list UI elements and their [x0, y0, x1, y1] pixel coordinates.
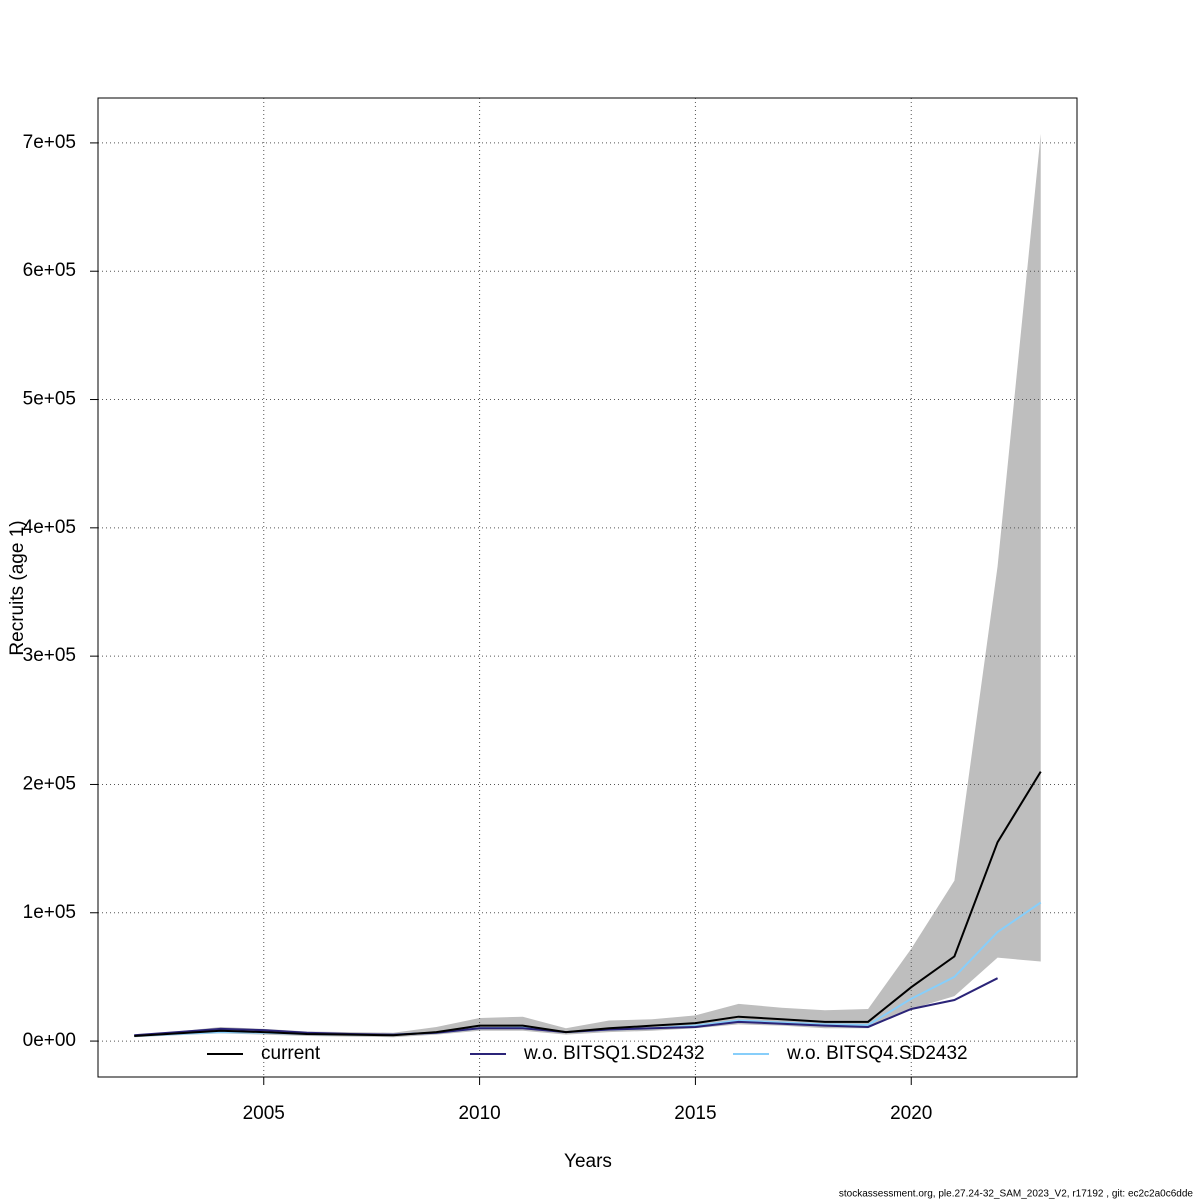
- y-tick-label: 6e+05: [23, 260, 76, 281]
- legend-label: w.o. BITSQ1.SD2432: [523, 1043, 705, 1064]
- y-tick-label: 5e+05: [23, 389, 76, 410]
- footer: stockassessment.org, ple.27.24-32_SAM_20…: [839, 1189, 1194, 1200]
- y-axis-label: Recruits (age 1): [7, 520, 28, 655]
- confidence-band: [134, 133, 1041, 1038]
- y-tick-label: 0e+00: [23, 1030, 76, 1051]
- x-tick-label: 2015: [674, 1103, 716, 1124]
- y-tick-label: 2e+05: [23, 773, 76, 794]
- x-tick-label: 2010: [458, 1103, 500, 1124]
- legend-label: current: [261, 1043, 321, 1064]
- x-tick-label: 2020: [890, 1103, 932, 1124]
- y-tick-label: 3e+05: [23, 645, 76, 666]
- series-line: [134, 771, 1042, 1037]
- y-tick-label: 4e+05: [23, 517, 76, 538]
- y-tick-label: 1e+05: [23, 902, 76, 923]
- y-tick-label: 7e+05: [23, 132, 76, 153]
- x-axis-label: Years: [564, 1151, 612, 1172]
- legend-label: w.o. BITSQ4.SD2432: [786, 1043, 968, 1064]
- x-tick-label: 2005: [243, 1103, 285, 1124]
- plot-frame: [97, 97, 1078, 1078]
